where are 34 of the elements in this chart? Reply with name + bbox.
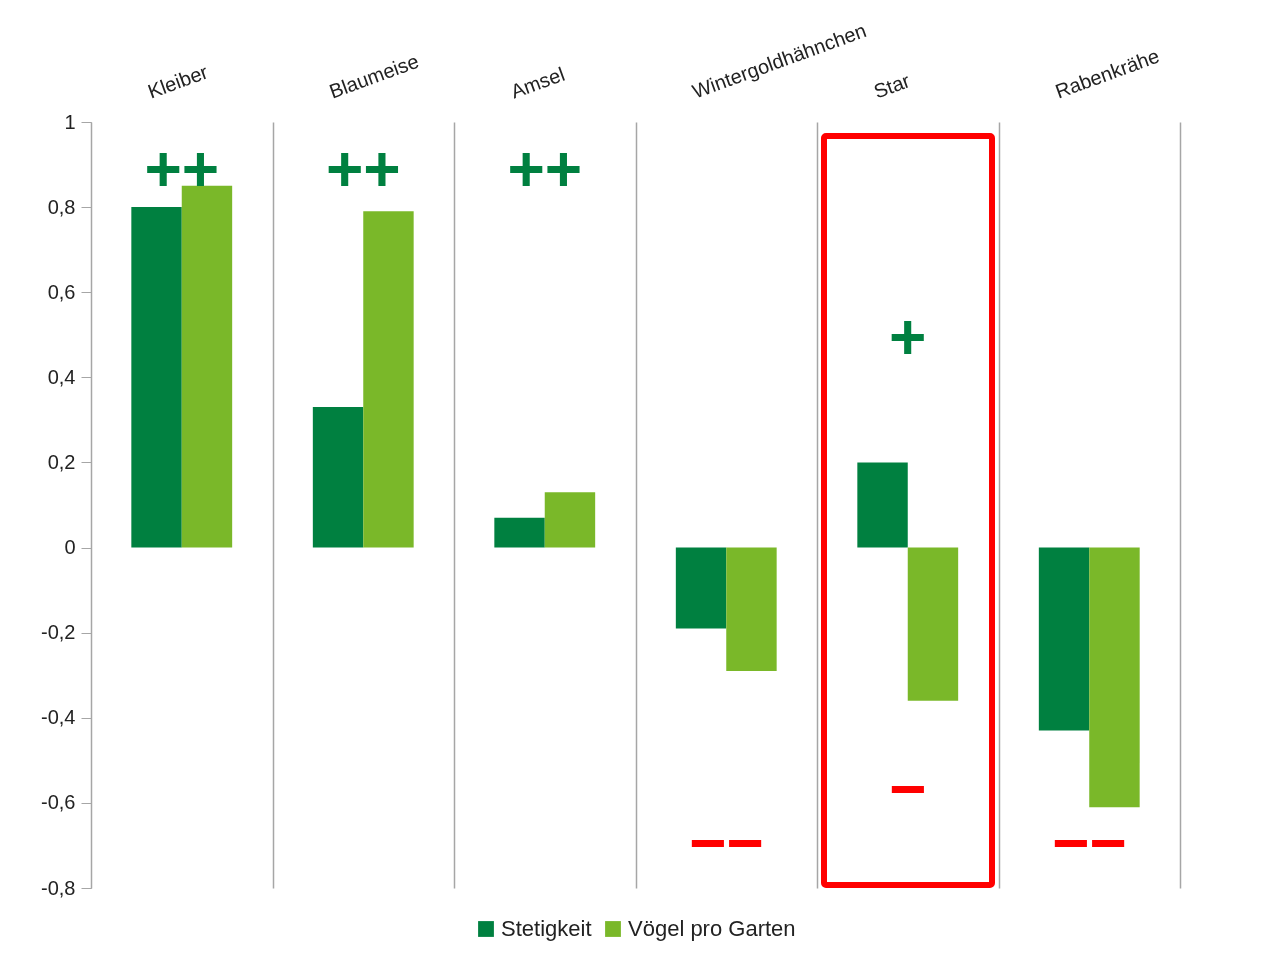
annotation: − bbox=[889, 753, 927, 826]
y-tick-label: 0,4 bbox=[47, 365, 76, 388]
annotation: −− bbox=[688, 807, 764, 880]
bar bbox=[181, 185, 233, 548]
bar bbox=[544, 492, 596, 548]
bar bbox=[675, 547, 727, 629]
legend-label: Vögel pro Garten bbox=[628, 916, 796, 941]
bar bbox=[363, 211, 414, 548]
bar bbox=[1038, 547, 1090, 731]
bar bbox=[131, 207, 182, 548]
x-tick-label: Star bbox=[870, 69, 914, 103]
y-tick-label: 0 bbox=[64, 536, 76, 559]
y-tick-label: -0,8 bbox=[41, 876, 76, 899]
y-tick-label: 1 bbox=[64, 110, 76, 133]
annotation: −− bbox=[1051, 807, 1127, 880]
bar bbox=[857, 462, 908, 548]
y-tick-label: 0,8 bbox=[47, 195, 76, 218]
bar bbox=[494, 517, 545, 548]
y-tick-label: 0,2 bbox=[47, 450, 76, 473]
bar bbox=[1089, 547, 1140, 808]
y-tick-label: -0,6 bbox=[41, 791, 76, 814]
annotation: ++ bbox=[325, 132, 401, 205]
y-tick-label: -0,4 bbox=[41, 706, 76, 729]
x-tick-label: Kleiber bbox=[144, 60, 212, 103]
bar bbox=[907, 547, 959, 701]
y-tick-label: -0,2 bbox=[41, 621, 76, 644]
y-tick-label: 0,6 bbox=[47, 280, 76, 303]
annotation: + bbox=[889, 301, 927, 374]
legend-label: Stetigkeit bbox=[501, 916, 592, 941]
annotation: ++ bbox=[144, 132, 220, 205]
x-tick-label: Amsel bbox=[507, 62, 568, 103]
annotation: ++ bbox=[507, 132, 583, 205]
bar bbox=[726, 547, 777, 671]
bar bbox=[312, 407, 364, 548]
